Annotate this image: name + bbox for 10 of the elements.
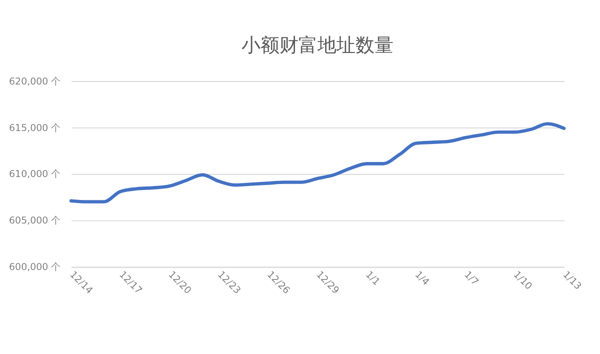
line-series: [69, 122, 566, 204]
x-tick-label: 1/1: [363, 269, 382, 288]
y-tick-label: 605,000 个: [9, 216, 60, 227]
x-tick-label: 1/4: [412, 269, 432, 288]
y-tick-label: 600,000 个: [9, 262, 60, 274]
x-tick-label: 1/7: [462, 269, 480, 288]
y-tick-label: 620,000 个: [9, 76, 60, 88]
chart-title: 小额财富地址数量: [242, 34, 394, 57]
y-tick-label: 610,000 个: [9, 169, 60, 180]
y-tick-label: 615,000 个: [9, 122, 60, 134]
